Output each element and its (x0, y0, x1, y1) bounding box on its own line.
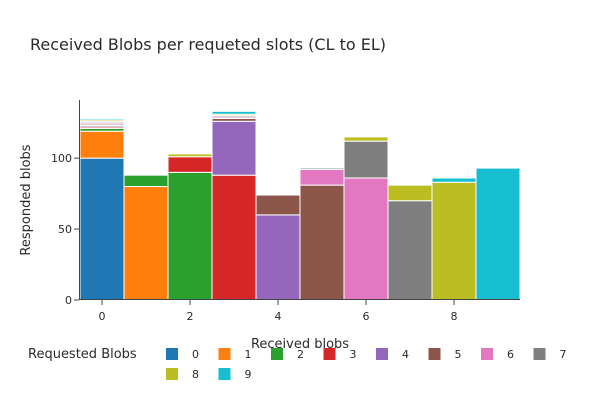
x-axis-ticks: 0 2 4 6 8 (99, 300, 458, 323)
bar-segment-blobs-9-at-0 (79, 117, 125, 121)
legend-label: 9 (245, 368, 252, 381)
bar-segment-blobs-8-at-7 (387, 184, 433, 202)
legend-label: 4 (402, 348, 409, 361)
legend-label: 0 (192, 348, 199, 361)
bar-segment-blobs-9-at-9 (475, 167, 521, 301)
bar-segment-blobs-9-at-8 (431, 177, 477, 183)
y-tick-label: 50 (58, 223, 72, 236)
bar-segment-blobs-1-at-0 (79, 130, 125, 159)
legend-item[interactable]: 6 (481, 348, 514, 361)
x-tick-label: 4 (275, 310, 282, 323)
chart-title: Received Blobs per requeted slots (CL to… (30, 35, 386, 54)
x-tick-label: 2 (187, 310, 194, 323)
legend-swatch (166, 348, 178, 360)
x-tick-label: 8 (451, 310, 458, 323)
legend-swatch (533, 348, 546, 360)
y-tick-label: 0 (65, 294, 72, 307)
legend-label: 5 (455, 348, 462, 361)
y-axis-ticks: 0 50 100 (51, 152, 79, 307)
legend-item[interactable]: 4 (376, 348, 409, 361)
legend-item[interactable]: 1 (218, 348, 252, 361)
x-tick-label: 0 (99, 310, 106, 323)
bar-segment-blobs-5-at-4 (255, 194, 301, 216)
legend-item[interactable]: 2 (271, 348, 304, 361)
bar-segment-blobs-8-at-2 (167, 153, 213, 158)
bar-segment-blobs-7-at-6 (343, 140, 389, 179)
bar-segment-blobs-9-at-3 (211, 110, 257, 115)
legend-item[interactable]: 8 (166, 368, 199, 381)
legend-item[interactable]: 7 (533, 348, 567, 361)
bar-segment-blobs-0-at-0 (79, 157, 125, 301)
bar-segment-blobs-8-at-8 (431, 181, 477, 301)
legend-label: 3 (350, 348, 357, 361)
legend-label: 1 (245, 348, 252, 361)
bar-segment-blobs-3-at-2 (167, 156, 213, 173)
bar-segment-blobs-7-at-5 (299, 167, 345, 171)
legend-title: Requested Blobs (28, 347, 137, 362)
bar-segment-blobs-7-at-7 (387, 200, 433, 301)
bar-segment-blobs-6-at-5 (299, 169, 345, 186)
bar-segment-blobs-8-at-6 (343, 136, 389, 142)
legend-item[interactable]: 3 (323, 348, 357, 361)
bar-segment-blobs-4-at-3 (211, 120, 257, 176)
legend-swatch (428, 348, 441, 360)
legend-swatch (323, 348, 336, 360)
bar-segment-blobs-5-at-5 (299, 184, 345, 301)
legend-label: 8 (192, 368, 199, 381)
x-tick-label: 6 (363, 310, 370, 323)
legend-label: 6 (507, 348, 514, 361)
bar-segment-blobs-1-at-1 (123, 186, 169, 301)
legend-swatch (218, 368, 231, 380)
bar-segment-blobs-2-at-2 (167, 171, 213, 301)
y-tick-label: 100 (51, 152, 72, 165)
bar-segment-blobs-2-at-1 (123, 174, 169, 188)
legend-item[interactable]: 0 (166, 348, 199, 361)
y-axis-title: Responded blobs (19, 144, 34, 255)
legend-label: 7 (560, 348, 567, 361)
legend-label: 2 (297, 348, 304, 361)
bar-segment-blobs-3-at-3 (211, 174, 257, 301)
legend-swatch (218, 348, 231, 360)
legend-swatch (271, 348, 283, 360)
legend-item[interactable]: 9 (218, 368, 252, 381)
plot-area (79, 110, 521, 301)
bar-segment-blobs-6-at-6 (343, 177, 389, 301)
bar-segment-blobs-4-at-4 (255, 214, 301, 301)
legend-swatch (376, 348, 388, 360)
legend-swatch (481, 348, 493, 360)
legend-item[interactable]: 5 (428, 348, 462, 361)
legend: Requested Blobs 0 1 2 3 4 5 6 7 8 9 (28, 347, 567, 381)
legend-swatch (166, 368, 178, 380)
